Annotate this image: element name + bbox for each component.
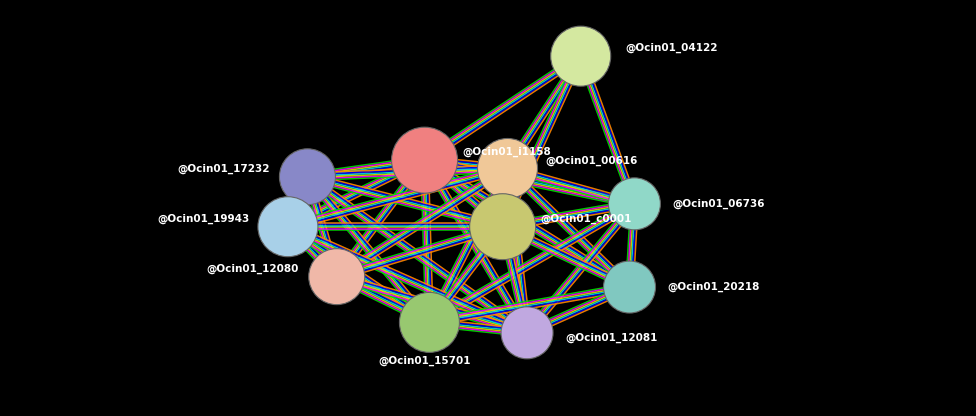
Circle shape [603, 261, 656, 313]
Text: @Ocin01_c0001: @Ocin01_c0001 [541, 213, 632, 224]
Circle shape [501, 307, 553, 359]
Text: @Ocin01_i1158: @Ocin01_i1158 [463, 147, 551, 157]
Text: @Ocin01_17232: @Ocin01_17232 [177, 163, 269, 174]
Text: @Ocin01_00616: @Ocin01_00616 [546, 155, 638, 166]
Circle shape [608, 178, 661, 230]
Circle shape [391, 127, 458, 193]
Text: @Ocin01_12080: @Ocin01_12080 [206, 263, 299, 274]
Text: @Ocin01_04122: @Ocin01_04122 [626, 43, 718, 53]
Circle shape [279, 149, 336, 205]
Text: @Ocin01_15701: @Ocin01_15701 [378, 355, 470, 366]
Circle shape [477, 139, 538, 198]
Circle shape [308, 249, 365, 305]
Text: @Ocin01_12081: @Ocin01_12081 [565, 333, 658, 343]
Circle shape [258, 197, 318, 257]
Text: @Ocin01_06736: @Ocin01_06736 [672, 199, 765, 209]
Text: @Ocin01_20218: @Ocin01_20218 [668, 282, 760, 292]
Circle shape [399, 292, 460, 352]
Text: @Ocin01_19943: @Ocin01_19943 [158, 213, 250, 224]
Circle shape [550, 26, 611, 86]
Circle shape [469, 194, 536, 260]
